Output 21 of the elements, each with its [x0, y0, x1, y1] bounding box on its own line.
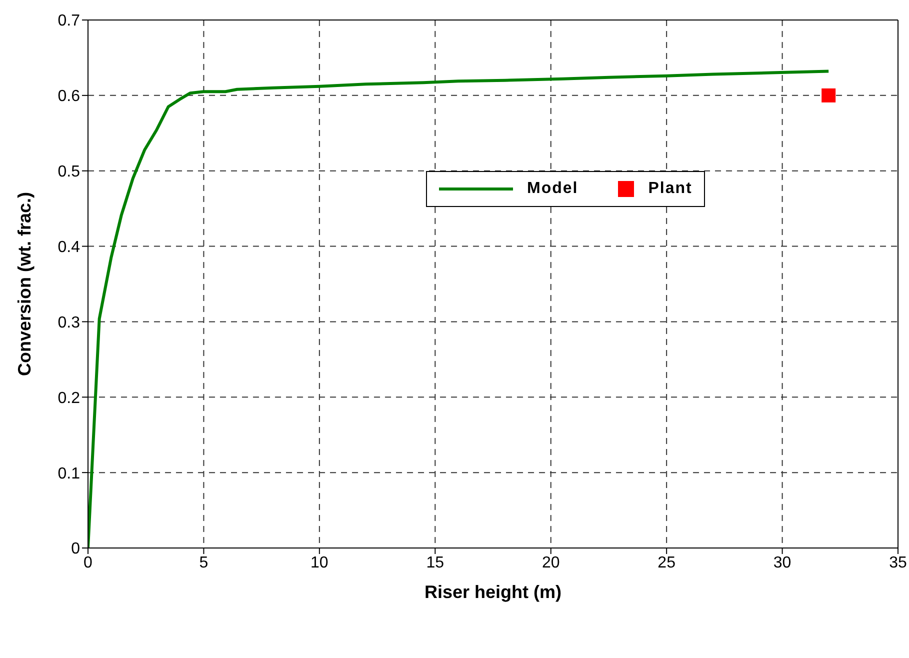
legend-label: Model [527, 180, 578, 198]
y-tick-label: 0.1 [58, 465, 80, 482]
x-tick-label: 5 [199, 554, 208, 572]
x-tick-label: 15 [426, 554, 444, 572]
x-tick-label: 35 [889, 554, 907, 572]
x-tick-label: 30 [773, 554, 792, 572]
x-tick-label: 10 [310, 554, 328, 572]
y-tick-label: 0.2 [58, 390, 80, 407]
y-tick-label: 0.3 [58, 314, 80, 332]
y-tick-label: 0.4 [58, 238, 80, 256]
x-axis-title: Riser height (m) [424, 582, 562, 602]
y-tick-label: 0 [71, 540, 80, 558]
y-tick-label: 0.5 [58, 164, 80, 181]
y-axis-title: Conversion (wt. frac.) [14, 192, 34, 376]
line-series [88, 70, 830, 548]
y-tick-label: 0.7 [58, 12, 80, 30]
y-tick-label: 0.6 [58, 88, 80, 106]
x-tick-label: 20 [542, 554, 560, 572]
legend-label: Plant [648, 180, 692, 198]
x-tick-label: 25 [658, 554, 676, 572]
x-tick-label: 0 [84, 554, 93, 572]
